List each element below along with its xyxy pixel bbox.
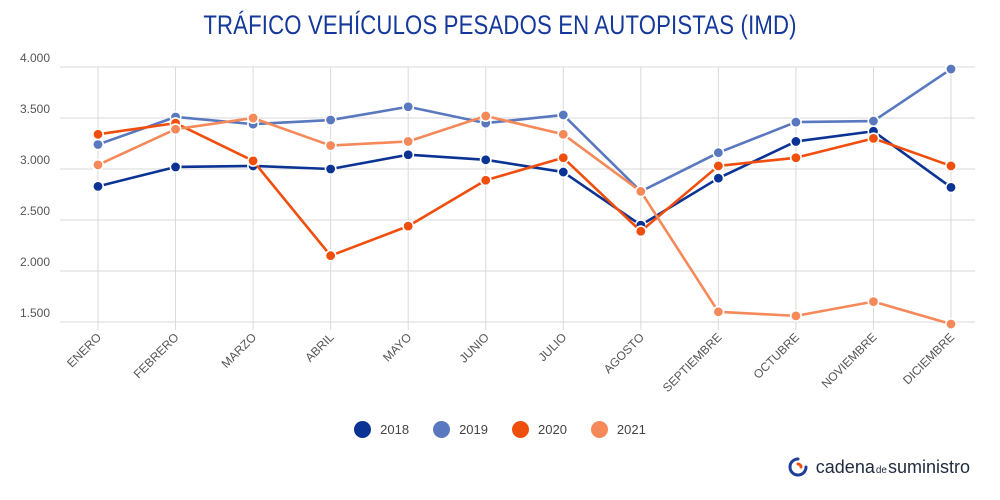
data-point-2021[interactable] (867, 295, 880, 308)
data-point-2021[interactable] (324, 139, 337, 152)
legend-marker-2018 (354, 421, 372, 438)
data-point-2021[interactable] (944, 318, 957, 331)
data-point-2021[interactable] (92, 158, 105, 171)
y-tick-label: 4.000 (20, 51, 50, 65)
chart-title: TRÁFICO VEHÍCULOS PESADOS EN AUTOPISTAS … (203, 10, 797, 40)
legend: 2018 2019 2020 2021 (0, 421, 1000, 438)
series-line-2021 (97, 114, 952, 326)
data-point-2021[interactable] (247, 112, 260, 125)
legend-marker-2020 (512, 421, 529, 438)
data-point-2018[interactable] (169, 160, 182, 173)
legend-label-2021: 2021 (616, 422, 646, 437)
data-point-2021[interactable] (789, 309, 802, 322)
data-point-2018[interactable] (324, 163, 337, 176)
data-point-2019[interactable] (944, 63, 957, 76)
series-2019 (92, 63, 957, 198)
line-chart: 1.500 2.000 2.500 3.000 3.500 4.000 ENERO FEBR… (20, 51, 975, 395)
x-tick-label: SEPTIEMBRE (660, 330, 725, 395)
x-tick-label: MAYO (380, 330, 414, 364)
series-2020 (92, 117, 957, 262)
brand-name-part2: de (875, 464, 887, 476)
legend-item-2020[interactable]: 2020 (512, 421, 567, 438)
series-line-2020 (97, 121, 952, 257)
data-point-2021[interactable] (169, 123, 182, 136)
x-tick-label: DICIEMBRE (900, 330, 957, 387)
data-point-2021[interactable] (479, 109, 492, 122)
data-point-2020[interactable] (324, 249, 337, 262)
data-point-2019[interactable] (92, 138, 105, 151)
data-point-2019[interactable] (402, 100, 415, 113)
data-point-2020[interactable] (867, 132, 880, 145)
data-point-2020[interactable] (92, 128, 105, 141)
data-point-2020[interactable] (944, 159, 957, 172)
legend-item-2021[interactable]: 2021 (590, 421, 646, 438)
series-2021 (92, 109, 957, 331)
x-tick-label: JUNIO (456, 330, 491, 365)
data-point-2020[interactable] (479, 174, 492, 187)
data-point-2020[interactable] (712, 159, 725, 172)
data-point-2020[interactable] (402, 220, 415, 233)
brand-name-part3: suministro (887, 456, 970, 477)
x-tick-label: OCTUBRE (751, 330, 802, 381)
data-point-2020[interactable] (789, 151, 802, 164)
data-point-2018[interactable] (479, 153, 492, 166)
data-point-2019[interactable] (789, 116, 802, 129)
data-point-2019[interactable] (324, 114, 337, 127)
legend-item-2018[interactable]: 2018 (354, 421, 409, 438)
series-line-2019 (97, 67, 952, 193)
data-point-2018[interactable] (712, 172, 725, 185)
x-tick-label: FEBRERO (131, 330, 182, 381)
series-line-2018 (97, 129, 952, 227)
data-point-2021[interactable] (402, 135, 415, 148)
x-tick-label: JULIO (535, 330, 569, 364)
data-point-2018[interactable] (789, 135, 802, 148)
brand-logo: cadena de suministro (787, 456, 970, 478)
x-tick-label: AGOSTO (601, 330, 647, 376)
series-group (92, 63, 957, 331)
brand-name: cadena de suministro (816, 457, 970, 478)
y-tick-label: 3.000 (20, 153, 50, 167)
legend-label-2019: 2019 (459, 422, 488, 437)
x-tick-label: MARZO (219, 330, 260, 371)
data-point-2021[interactable] (712, 305, 725, 318)
y-tick-label: 1.500 (20, 306, 50, 320)
y-tick-label: 2.500 (20, 204, 50, 218)
x-axis-ticks: ENERO FEBRERO MARZO ABRIL MAYO JUNIO JULIO AGOS… (64, 330, 957, 395)
legend-marker-2019 (433, 421, 451, 438)
legend-label-2018: 2018 (380, 422, 410, 437)
data-point-2020[interactable] (557, 151, 570, 164)
data-point-2018[interactable] (557, 166, 570, 179)
data-point-2019[interactable] (712, 146, 725, 159)
data-point-2018[interactable] (944, 181, 957, 194)
y-tick-label: 3.500 (20, 102, 50, 116)
grid-lines (60, 66, 975, 330)
data-point-2021[interactable] (557, 128, 570, 141)
legend-label-2020: 2020 (538, 422, 567, 437)
legend-marker-2021 (590, 421, 608, 438)
data-point-2020[interactable] (247, 154, 260, 167)
data-point-2019[interactable] (867, 115, 880, 128)
data-point-2020[interactable] (634, 225, 647, 238)
legend-item-2019[interactable]: 2019 (433, 421, 488, 438)
data-point-2019[interactable] (557, 108, 570, 121)
y-axis-ticks: 1.500 2.000 2.500 3.000 3.500 4.000 (20, 51, 50, 320)
y-tick-label: 2.000 (20, 255, 50, 269)
x-tick-label: NOVIEMBRE (819, 330, 880, 391)
x-tick-label: ENERO (64, 330, 104, 370)
brand-name-part1: cadena (815, 456, 875, 477)
series-2018 (92, 125, 957, 232)
x-tick-label: ABRIL (302, 330, 337, 365)
data-point-2018[interactable] (402, 148, 415, 161)
data-point-2021[interactable] (634, 185, 647, 198)
brand-logo-icon (788, 457, 808, 477)
data-point-2018[interactable] (92, 180, 105, 193)
